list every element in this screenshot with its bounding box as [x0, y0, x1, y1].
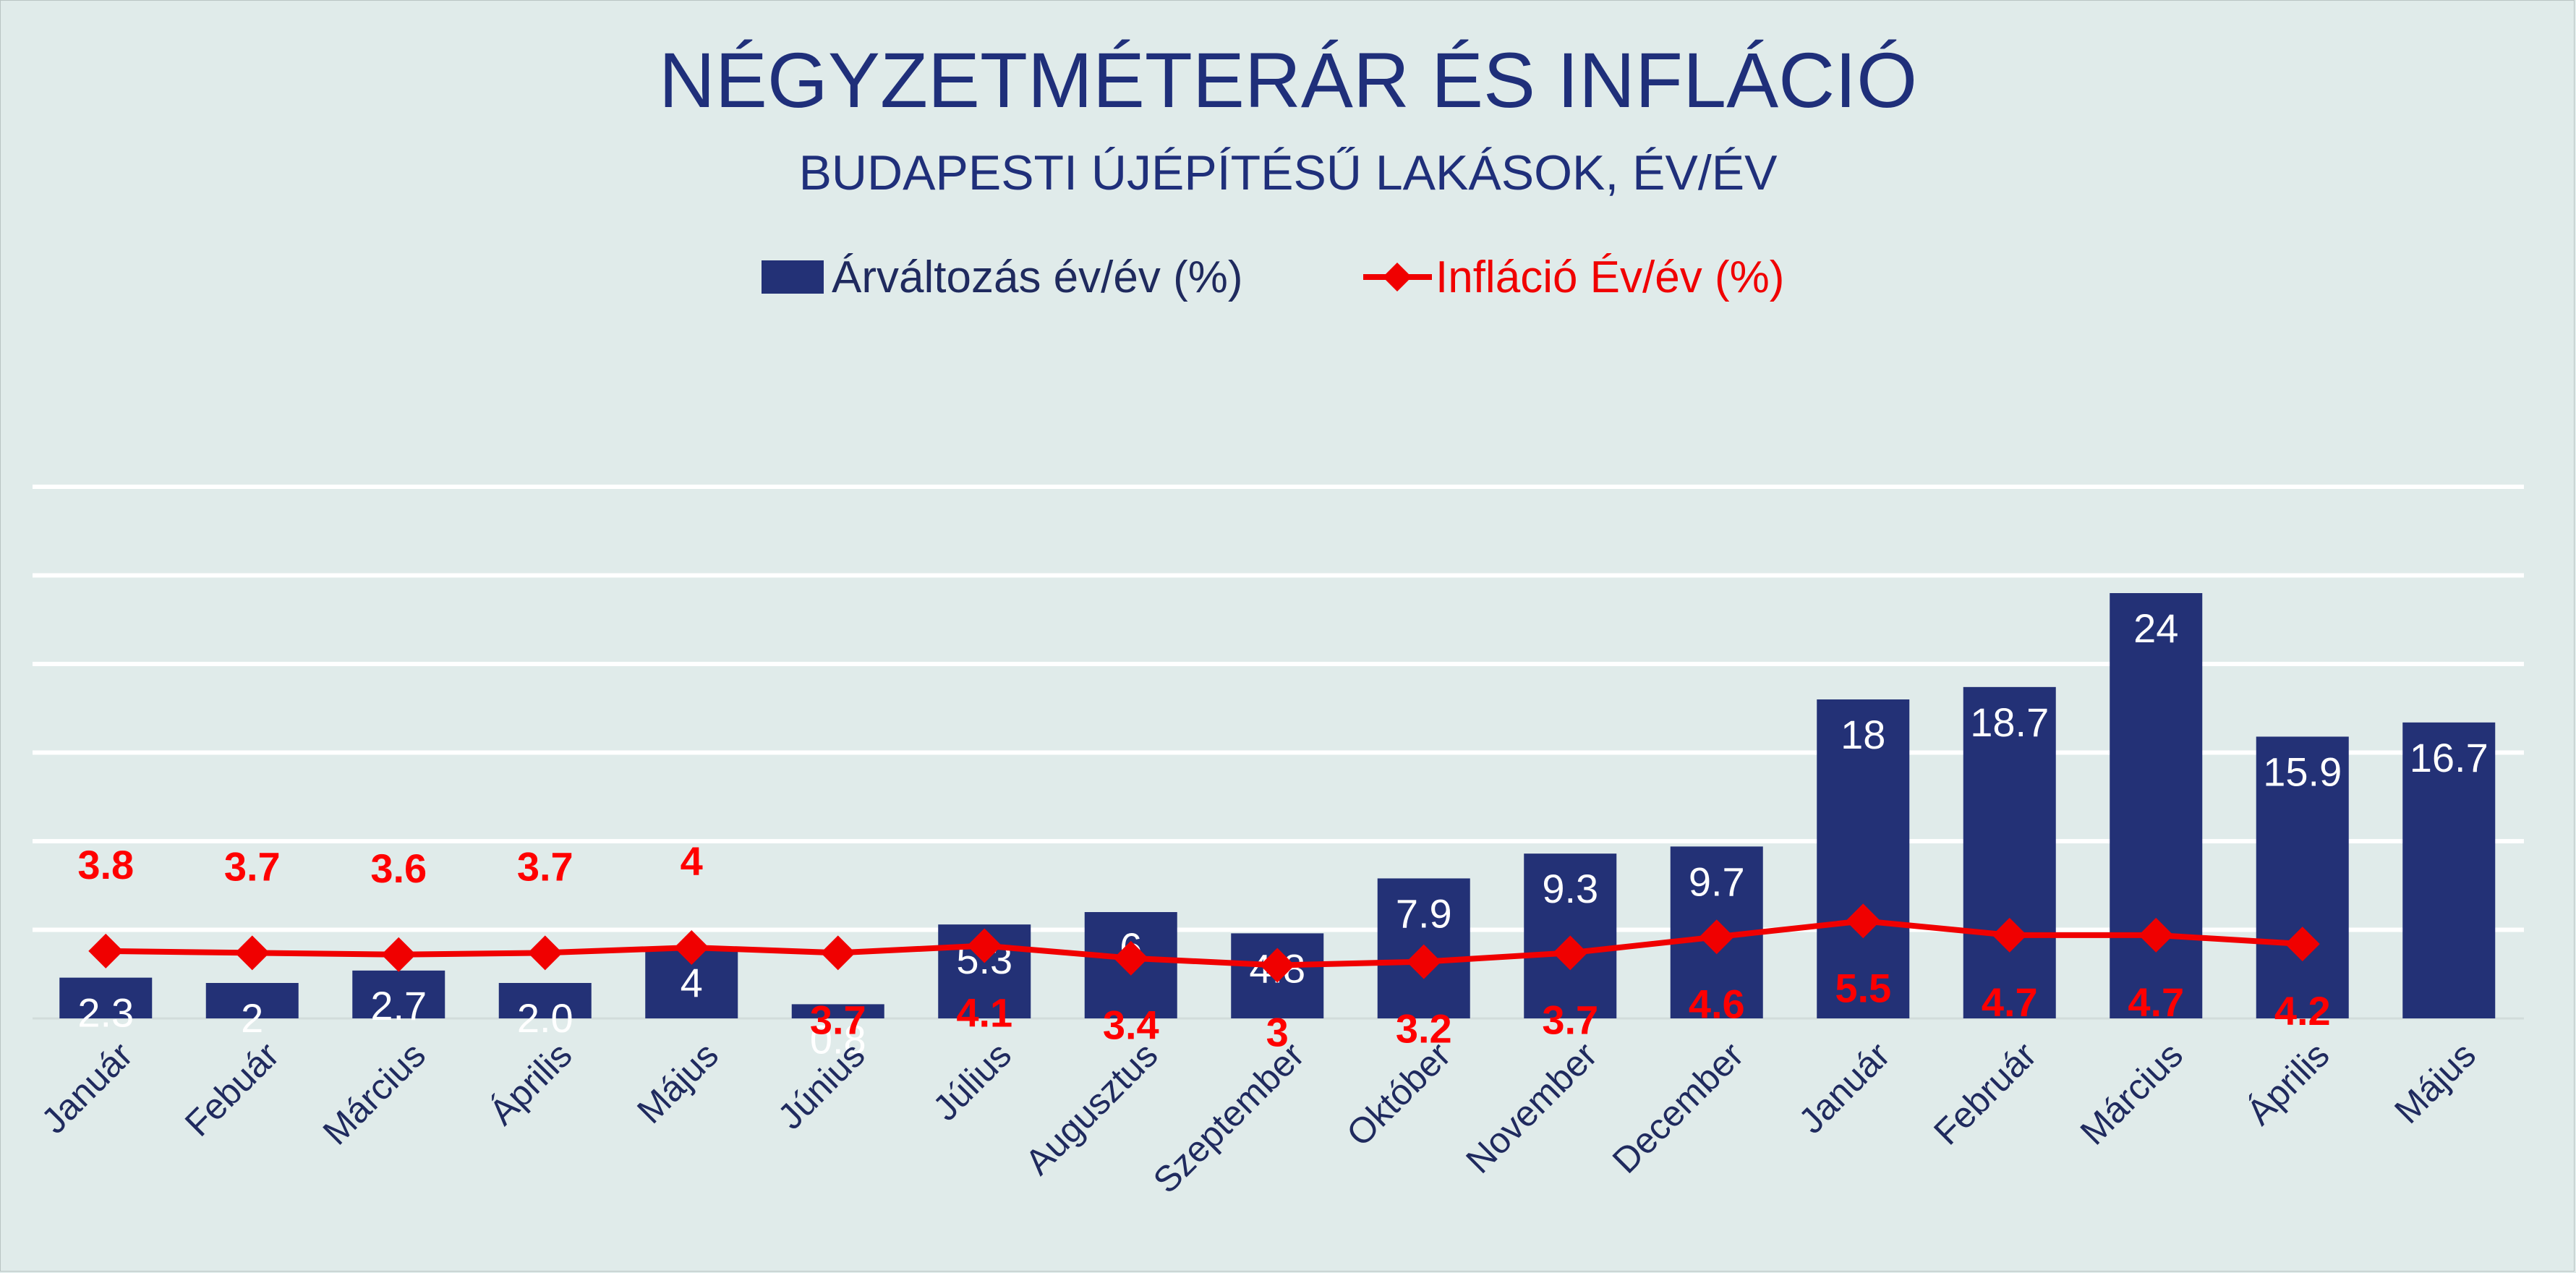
bar-data-label: 24 [2133, 605, 2178, 651]
inflation-marker [1992, 917, 2027, 953]
category-label: Május [2387, 1034, 2483, 1131]
category-label: Augusztus [1018, 1034, 1166, 1183]
inflation-marker [1406, 944, 1441, 979]
bar-data-label: 9.7 [1689, 859, 1745, 904]
bar [352, 970, 445, 1018]
category-label: December [1605, 1034, 1752, 1181]
legend: Árváltozás év/év (%) Infláció Év/év (%) [762, 252, 1784, 302]
bar [2256, 736, 2349, 1018]
bar-data-label: 2.7 [370, 983, 427, 1029]
category-label: Febuár [177, 1034, 287, 1144]
inflation-marker [2285, 927, 2320, 962]
bar [498, 983, 592, 1018]
gridlines [33, 485, 2524, 1020]
inflation-data-label: 3.6 [370, 846, 427, 891]
inflation-marker [967, 928, 1002, 963]
bar-data-label: 2 [241, 995, 263, 1041]
inflation-data-label: 4.7 [1982, 979, 2038, 1025]
inflation-marker [1846, 903, 1881, 939]
inflation-marker [674, 930, 709, 965]
category-label: Április [2239, 1034, 2337, 1133]
inflation-data-label: 3.2 [1396, 1006, 1452, 1052]
inflation-line [106, 918, 2303, 968]
line-series [88, 903, 2320, 983]
bar-data-label: 18 [1841, 712, 1885, 757]
category-label: Július [925, 1034, 1019, 1128]
category-label: Január [1791, 1034, 1898, 1141]
inflation-marker [1113, 940, 1148, 976]
inflation-marker [820, 935, 856, 971]
chart-title: NÉGYZETMÉTERÁR ÉS INFLÁCIÓ [659, 36, 1917, 124]
category-label: Április [482, 1034, 580, 1133]
bar [2402, 722, 2496, 1018]
bar-data-label: 18.7 [1970, 699, 2049, 745]
bar-data-label: 2.3 [77, 990, 134, 1036]
inflation-data-label: 4.6 [1689, 981, 1745, 1026]
bar-data-label: 4 [681, 960, 703, 1005]
inflation-marker [381, 937, 417, 972]
legend-line-label: Infláció Év/év (%) [1436, 252, 1784, 302]
bar [1963, 686, 2056, 1018]
bar [791, 1004, 884, 1018]
category-label: Szeptember [1146, 1034, 1312, 1201]
inflation-marker [2138, 917, 2174, 953]
inflation-data-label: 3 [1266, 1010, 1289, 1055]
inflation-data-label: 3.7 [1542, 997, 1598, 1042]
inflation-data-label: 3.8 [77, 842, 134, 887]
bar-data-label: 2.0 [517, 995, 573, 1041]
inflation-data-label: 3.7 [517, 843, 573, 889]
bar [1817, 699, 1910, 1018]
category-label: Január [33, 1034, 140, 1141]
inflation-data-label: 3.7 [224, 843, 281, 889]
legend-line-marker [1383, 263, 1412, 291]
inflation-marker [1553, 935, 1588, 971]
inflation-data-label: 4 [681, 838, 703, 884]
bar-data-label: 0.8 [810, 1016, 866, 1062]
inflation-marker [88, 933, 124, 968]
bar-data-label: 9.3 [1542, 866, 1598, 911]
category-label: Március [315, 1034, 433, 1152]
bar [59, 977, 153, 1018]
bar [2110, 593, 2203, 1018]
inflation-data-label: 4.2 [2274, 988, 2331, 1034]
inflation-data-label: 4.7 [2128, 979, 2184, 1025]
inflation-marker [1260, 948, 1295, 983]
bar-data-label: 7.9 [1396, 890, 1452, 936]
bar-data-label: 15.9 [2263, 749, 2342, 794]
inflation-marker [234, 935, 270, 971]
legend-bar-label: Árváltozás év/év (%) [832, 252, 1243, 302]
legend-bar-swatch [762, 260, 824, 294]
category-label: Október [1339, 1034, 1458, 1154]
inflation-data-label: 5.5 [1835, 965, 1891, 1010]
category-label: Március [2073, 1034, 2191, 1152]
chart-subtitle: BUDAPESTI ÚJÉPÍTÉSŰ LAKÁSOK, ÉV/ÉV [799, 145, 1778, 200]
category-label: Május [629, 1034, 726, 1131]
category-axis: Január Febuár Március Április Május Június Júl… [33, 1034, 2483, 1201]
line-data-labels: 3.8 3.7 3.6 3.7 4 3.7 4.1 3.4 3 3.2 3.7 4.6 5.5 4.7 4.… [77, 838, 2330, 1055]
bar-data-label: 16.7 [2410, 735, 2488, 780]
category-label: November [1458, 1034, 1605, 1181]
bar [205, 983, 299, 1018]
inflation-data-label: 4.1 [956, 990, 1012, 1036]
bar-series [59, 593, 2496, 1018]
inflation-marker [527, 935, 563, 971]
inflation-data-label: 3.4 [1103, 1002, 1159, 1048]
inflation-data-label: 3.7 [810, 997, 866, 1042]
inflation-marker [1699, 919, 1734, 955]
category-label: Február [1926, 1034, 2044, 1152]
